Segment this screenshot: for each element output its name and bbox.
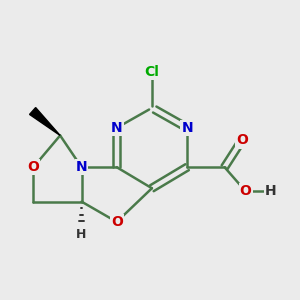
Text: Cl: Cl	[145, 64, 159, 79]
Text: N: N	[76, 160, 87, 174]
Polygon shape	[30, 108, 60, 136]
Text: H: H	[265, 184, 276, 198]
Text: O: O	[27, 160, 39, 174]
Text: N: N	[111, 121, 122, 135]
Text: O: O	[240, 184, 251, 198]
Text: H: H	[76, 228, 87, 241]
Text: O: O	[236, 134, 248, 147]
Text: O: O	[111, 215, 123, 229]
Text: N: N	[181, 121, 193, 135]
